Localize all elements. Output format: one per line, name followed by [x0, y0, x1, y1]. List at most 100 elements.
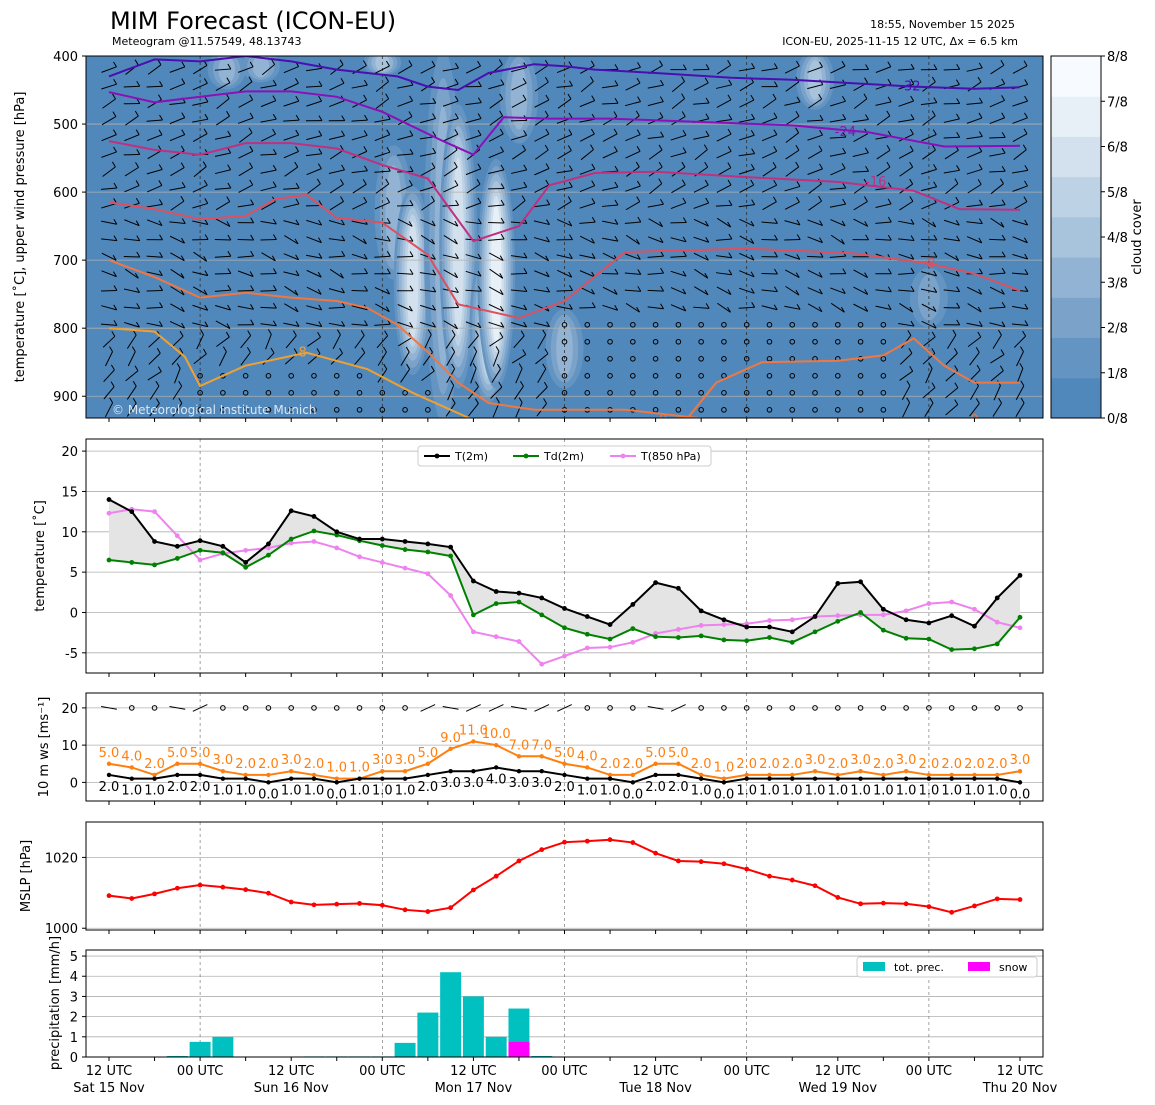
calm-marker [789, 705, 796, 711]
barb-feather [750, 129, 755, 136]
barb-staff [149, 403, 160, 417]
wind-barb [693, 97, 710, 105]
series-point [972, 776, 977, 781]
barb-staff [239, 81, 253, 92]
series-point [835, 613, 841, 619]
barb-feather [978, 253, 983, 260]
barb-staff [397, 100, 413, 107]
barb-staff [126, 402, 137, 417]
barb-feather [774, 286, 778, 292]
barb-feather [523, 252, 528, 259]
calm-marker [630, 373, 636, 379]
calm-marker [812, 407, 818, 413]
legend-swatch [968, 962, 990, 971]
y-tick-label: 900 [53, 390, 78, 405]
barb-staff [216, 98, 230, 110]
wind-barb [992, 397, 1002, 417]
barb-staff [602, 133, 618, 142]
calm-marker [698, 390, 704, 396]
wind-barb [488, 199, 505, 207]
mean-wind-value-label: 3.0 [440, 776, 461, 791]
calm-marker [561, 390, 568, 396]
barb-staff [898, 289, 915, 292]
barb-feather [200, 329, 204, 335]
wind-barb [762, 196, 777, 211]
barb-feather [635, 110, 640, 117]
wind-barb [671, 179, 686, 194]
barb-feather [773, 146, 778, 152]
barb-feather [500, 199, 505, 206]
wind-barb [1013, 144, 1027, 160]
series-point [767, 624, 772, 630]
barb-feather [909, 365, 914, 372]
barb-staff [101, 151, 117, 158]
wind-barb [969, 347, 980, 366]
wind-barb [351, 79, 368, 89]
wind-barb [829, 268, 847, 275]
barb-staff [535, 386, 548, 399]
barb-feather [840, 306, 845, 313]
calm-marker [379, 705, 386, 711]
barb-feather [750, 288, 755, 294]
wind-barb [647, 79, 664, 89]
barb-staff [967, 303, 982, 313]
calm-marker [1017, 705, 1023, 711]
wind-barb [921, 320, 937, 329]
barb-feather [222, 346, 227, 352]
barb-feather [500, 233, 505, 240]
barb-staff [397, 304, 413, 312]
barb-staff [738, 118, 755, 123]
series-point [493, 765, 499, 770]
barb-feather [295, 198, 300, 205]
barb-feather [591, 95, 596, 101]
series-point [243, 776, 248, 781]
wind-barb [989, 234, 1006, 241]
barb-feather [1024, 79, 1029, 85]
wind-barb [671, 76, 685, 93]
barb-feather [682, 305, 687, 312]
barb-staff [920, 102, 937, 106]
series-point [721, 637, 727, 643]
x-day-label: Sun 16 Nov [254, 1081, 329, 1096]
wind-barb [511, 94, 527, 108]
barb-feather [340, 179, 344, 185]
series-point [448, 553, 454, 559]
series-point [243, 772, 248, 778]
series-point [289, 769, 294, 774]
wind-barb [104, 397, 114, 418]
wind-barb [924, 397, 934, 417]
barb-staff [123, 288, 140, 294]
calm-marker [311, 390, 317, 396]
series-point [790, 776, 795, 781]
barb-staff [169, 320, 185, 329]
barb-staff [237, 117, 254, 124]
barb-feather [956, 235, 961, 242]
barb-feather [158, 270, 163, 276]
wind-barb [260, 234, 277, 241]
wind-barb [196, 329, 204, 350]
wind-barb [192, 96, 209, 106]
series-point [903, 901, 909, 907]
mean-wind-value-label: 1.0 [304, 784, 325, 799]
temperature-contour [108, 140, 1021, 243]
barb-feather [933, 181, 938, 187]
barb-staff [465, 118, 482, 124]
barb-feather [158, 129, 163, 136]
barb-staff [944, 149, 959, 160]
wind-barb [375, 303, 390, 313]
wind-barb [351, 114, 368, 122]
wind-barb [761, 129, 778, 142]
wind-barb [307, 331, 321, 347]
barb-feather [542, 363, 547, 370]
wind-barb [420, 253, 436, 260]
wind-barb [556, 80, 573, 88]
series-point [562, 625, 567, 631]
wind-barb [852, 147, 869, 158]
wind-barb [491, 363, 501, 383]
wind-barb [123, 149, 141, 156]
barb-feather [795, 111, 800, 117]
wind-barb [124, 180, 140, 193]
series-point [174, 556, 180, 561]
barb-staff [124, 115, 139, 126]
barb-feather [386, 250, 391, 257]
